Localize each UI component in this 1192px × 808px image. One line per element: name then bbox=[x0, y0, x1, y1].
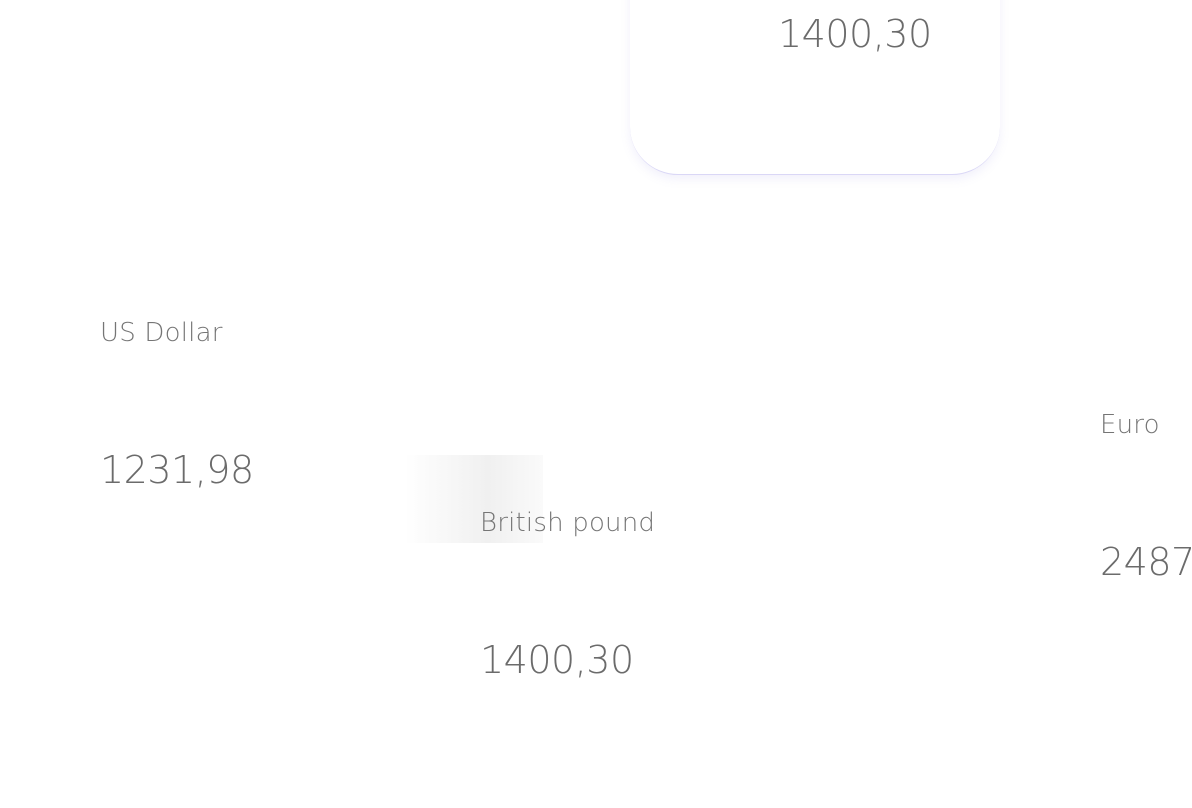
currency-name-eur: Euro bbox=[1100, 410, 1160, 440]
currency-value-gbp: 1400,30 bbox=[480, 638, 634, 682]
currency-name-usd: US Dollar bbox=[100, 318, 223, 348]
card-shadow-decoration bbox=[405, 455, 543, 543]
currency-value-eur: 2487 bbox=[1100, 540, 1192, 584]
currency-card-top-background bbox=[630, 0, 1000, 175]
currency-value-usd: 1231,98 bbox=[100, 448, 254, 492]
currency-name-gbp: British pound bbox=[480, 508, 656, 538]
currency-card-top-value: 1400,30 bbox=[778, 12, 932, 56]
